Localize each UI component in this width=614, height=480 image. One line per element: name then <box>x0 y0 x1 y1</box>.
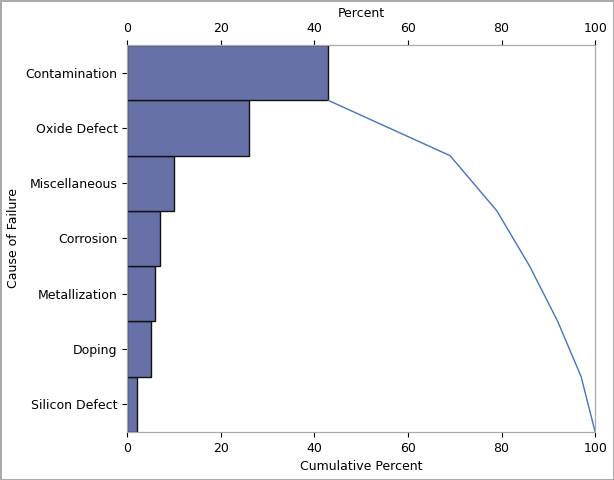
X-axis label: Percent: Percent <box>338 7 385 20</box>
Bar <box>127 266 155 321</box>
Bar <box>127 321 150 376</box>
X-axis label: Cumulative Percent: Cumulative Percent <box>300 460 422 473</box>
Bar <box>127 156 174 211</box>
Bar <box>127 211 160 266</box>
Y-axis label: Cause of Failure: Cause of Failure <box>7 189 20 288</box>
Bar <box>127 376 136 432</box>
Bar <box>127 45 328 100</box>
Bar <box>127 100 249 156</box>
